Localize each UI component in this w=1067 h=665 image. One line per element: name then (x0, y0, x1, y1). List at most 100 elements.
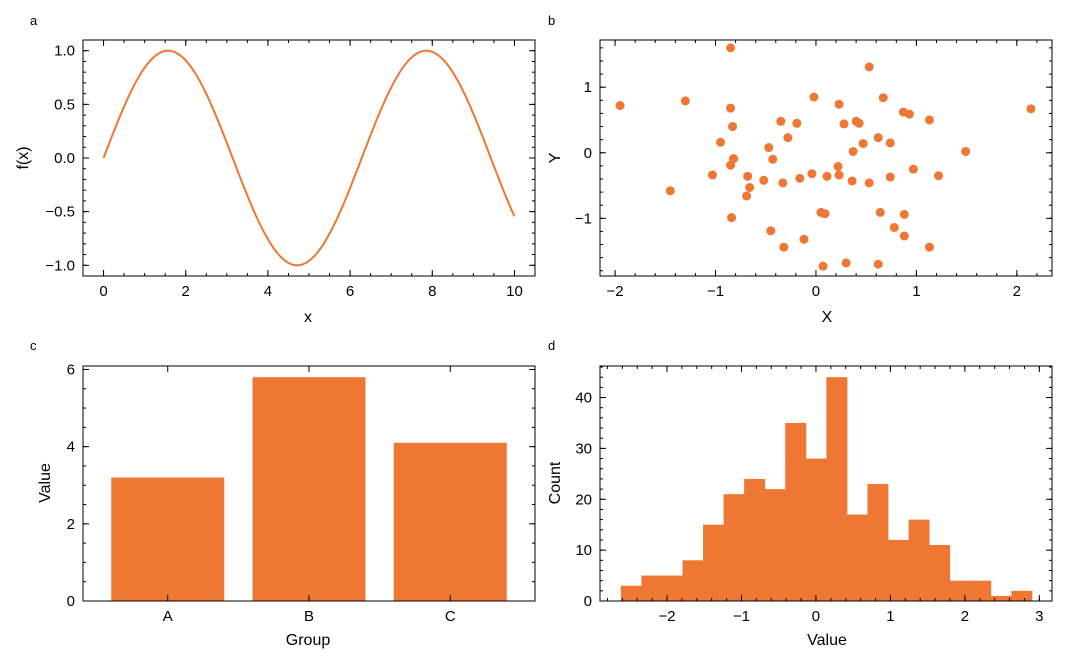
panel-b-ytick-label: −1 (575, 210, 592, 227)
scatter-point (833, 162, 843, 172)
panel-c-xlabel: Group (286, 632, 331, 649)
scatter-point (904, 109, 914, 119)
histogram-bar (744, 478, 766, 601)
scatter-point (820, 209, 830, 219)
scatter-point (799, 234, 809, 244)
panel-d-xtick-label: 3 (1035, 608, 1043, 625)
panel-d-xtick-label: 0 (812, 608, 820, 625)
panel-a-axes-frame (82, 39, 536, 277)
panel-d-ytick-label: 0 (584, 593, 592, 610)
panel-d-xtick-label: 1 (886, 608, 894, 625)
scatter-point (908, 164, 918, 174)
panel-a-line-chart: a 0 2 4 6 8 10 −1.0 −0.5 0.0 0.5 1.0 x f(x) (15, 13, 536, 326)
panel-a-xtick-label: 6 (346, 283, 354, 300)
scatter-point (768, 154, 778, 164)
panel-d-ytick-label: 30 (575, 440, 592, 457)
panel-c-plot-area: A B C 0 2 4 6 (67, 361, 536, 625)
panel-a-plot-area: 0 2 4 6 8 10 −1.0 −0.5 0.0 0.5 1.0 (45, 39, 536, 300)
bar-A (111, 477, 225, 601)
histogram-bar (908, 519, 930, 601)
histogram-bar (826, 377, 848, 601)
scatter-point (727, 213, 737, 223)
panel-c-xtick-label: B (304, 608, 314, 625)
scatter-point (615, 101, 625, 111)
scatter-point (743, 171, 753, 181)
scatter-point (885, 172, 895, 182)
histogram-bar (682, 560, 704, 601)
scatter-point (764, 143, 774, 153)
scatter-point (665, 186, 675, 196)
scatter-point (716, 137, 726, 147)
scatter-point (728, 122, 738, 132)
scatter-point (726, 43, 736, 53)
histogram-bar (620, 585, 642, 601)
scatter-point (864, 62, 874, 72)
panel-d-ylabel: Count (547, 461, 564, 504)
panel-c-ytick-label: 2 (67, 516, 75, 533)
scatter-point (1026, 104, 1036, 114)
histogram-bar (990, 595, 1012, 601)
scatter-point (875, 207, 885, 217)
scatter-point (834, 99, 844, 109)
histogram-bar (949, 580, 971, 601)
scatter-point (885, 138, 895, 148)
panel-b-xtick-label: 1 (912, 283, 920, 300)
scatter-point (807, 169, 817, 179)
panel-b-axes-frame (599, 39, 1053, 277)
panel-label-b: b (548, 13, 555, 28)
scatter-point (742, 191, 752, 201)
scatter-point (818, 261, 828, 271)
panel-c-ytick-label: 4 (67, 439, 75, 456)
scatter-point (792, 118, 802, 128)
panel-b-xtick-label: −2 (607, 283, 624, 300)
panel-label-d: d (548, 338, 555, 353)
scatter-point (822, 171, 832, 181)
scatter-point (961, 146, 971, 156)
scatter-point (729, 154, 739, 164)
panel-a-ylabel: f(x) (15, 146, 32, 169)
bar-C (393, 442, 507, 601)
scatter-point (766, 226, 776, 236)
scatter-point (759, 175, 769, 185)
panel-d-xtick-label: 2 (961, 608, 969, 625)
scatter-point (745, 183, 755, 192)
scatter-point (878, 93, 888, 103)
panel-c-ylabel: Value (37, 463, 54, 503)
panel-b-ylabel: Y (547, 152, 564, 163)
panel-a-xtick-label: 10 (506, 283, 523, 300)
scatter-point (809, 92, 819, 102)
histogram-bar (723, 494, 745, 601)
bar-B (252, 377, 366, 601)
panel-label-a: a (30, 13, 38, 28)
scatter-point (858, 139, 868, 149)
panel-d-xtick-label: −1 (733, 608, 750, 625)
scatter-point (854, 118, 864, 128)
scatter-point (834, 170, 844, 180)
scatter-point (848, 146, 858, 156)
panel-c-xtick-label: A (163, 608, 173, 625)
scatter-point (847, 176, 857, 186)
histogram-bar (641, 575, 663, 601)
panel-d-xlabel: Value (807, 632, 847, 649)
scatter-point (873, 133, 883, 143)
panel-d-axes-frame (599, 365, 1053, 602)
panel-a-xtick-label: 8 (428, 283, 436, 300)
panel-a-ytick-label: 0.0 (54, 150, 75, 167)
scatter-point (899, 209, 909, 219)
panel-a-xlabel: x (304, 309, 312, 326)
scatter-point (783, 133, 793, 143)
scatter-point (778, 178, 788, 188)
panel-a-xtick-label: 0 (99, 283, 107, 300)
panel-a-ytick-label: −1.0 (45, 257, 75, 274)
scatter-point (680, 96, 690, 106)
panel-c-xtick-label: C (445, 608, 456, 625)
panel-b-xtick-label: 0 (812, 283, 820, 300)
scatter-point (864, 178, 874, 188)
sine-line (102, 49, 516, 267)
panel-c-ytick-label: 6 (67, 361, 75, 378)
histogram-bar (805, 458, 827, 601)
histogram-bar (970, 580, 992, 601)
panel-b-xlabel: X (822, 309, 833, 326)
panel-b-ytick-label: 0 (584, 145, 592, 162)
